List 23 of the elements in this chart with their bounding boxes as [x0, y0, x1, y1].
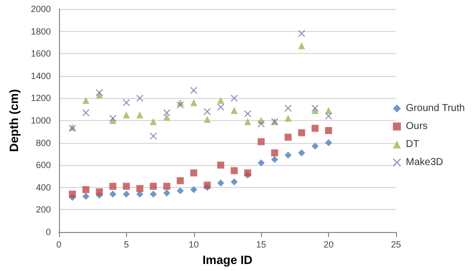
y-tick-label: 1600: [30, 48, 51, 59]
legend-label: DT: [406, 139, 420, 150]
y-tick-label: 1000: [30, 116, 51, 126]
x-tick-label: 10: [188, 240, 199, 250]
x-tick-label: 5: [124, 240, 129, 250]
y-tick-label: 600: [36, 160, 51, 170]
y-tick-label: 400: [36, 182, 51, 192]
y-tick-label: 0: [46, 227, 51, 237]
x-axis-title: Image ID: [202, 253, 253, 267]
y-tick-label: 1800: [30, 26, 51, 36]
y-tick-label: 800: [36, 138, 51, 148]
x-tick-label: 15: [256, 240, 266, 250]
legend-label: Ground Truth: [406, 103, 465, 114]
x-tick-label: 20: [324, 240, 334, 250]
x-tick-label: 25: [390, 240, 402, 250]
y-tick-label: 200: [36, 204, 51, 215]
legend-label: Make3D: [406, 157, 444, 168]
y-tick-label: 2000: [30, 4, 51, 14]
y-tick-label: 1400: [30, 70, 51, 81]
legend-label: Ours: [406, 121, 428, 132]
y-axis-title: Depth (cm): [7, 89, 21, 152]
x-tick-label: 0: [56, 240, 62, 250]
y-tick-label: 1200: [30, 93, 51, 104]
